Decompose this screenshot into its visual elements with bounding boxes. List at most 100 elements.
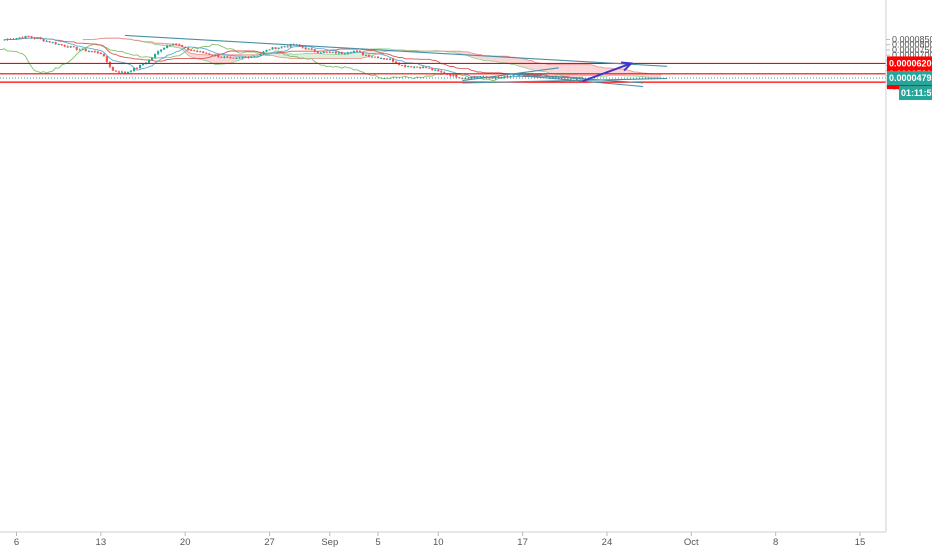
candle-body bbox=[467, 78, 470, 80]
candle-body bbox=[349, 52, 352, 54]
candle-body bbox=[39, 38, 42, 40]
cloud-segment bbox=[212, 54, 216, 65]
cloud-segment bbox=[182, 46, 186, 53]
candle-body bbox=[193, 50, 196, 52]
time-tick-label: 6 bbox=[14, 537, 19, 548]
candle-body bbox=[449, 74, 452, 76]
candle-body bbox=[163, 47, 166, 50]
candle-body bbox=[539, 74, 542, 76]
candle-body bbox=[226, 56, 229, 58]
candle-body bbox=[229, 57, 232, 59]
candle-body bbox=[431, 68, 434, 71]
cloud-segment bbox=[543, 63, 547, 72]
candle-body bbox=[27, 35, 30, 37]
candle-body bbox=[75, 47, 78, 50]
candle-body bbox=[66, 46, 69, 48]
cloud-segment bbox=[275, 53, 279, 57]
candle-body bbox=[376, 56, 380, 59]
candle-body bbox=[310, 48, 313, 50]
candle-body bbox=[404, 65, 407, 67]
cloud-segment bbox=[537, 62, 541, 72]
candle-body bbox=[244, 57, 247, 59]
candle-body bbox=[114, 70, 117, 72]
cloud-segment bbox=[552, 64, 556, 75]
candle-body bbox=[160, 49, 163, 52]
candle-body bbox=[370, 56, 374, 58]
candle-body bbox=[355, 50, 358, 52]
lagging-span bbox=[0, 43, 505, 82]
candle-body bbox=[157, 51, 160, 54]
trendlines[interactable] bbox=[124, 34, 668, 88]
cloud-segment bbox=[582, 64, 586, 76]
candle-body bbox=[512, 74, 515, 76]
candle-body bbox=[24, 35, 27, 39]
candle-body bbox=[265, 49, 268, 52]
trendline bbox=[510, 73, 644, 84]
cloud-segment bbox=[356, 51, 360, 59]
candle-body bbox=[169, 45, 172, 47]
cloud-segment bbox=[302, 53, 306, 59]
candle-body bbox=[111, 66, 114, 71]
candle-body bbox=[388, 58, 392, 60]
cloud-segment bbox=[619, 68, 623, 76]
current-price-badge-bg bbox=[887, 71, 932, 86]
candle-body bbox=[78, 49, 81, 51]
cloud-segment bbox=[507, 56, 511, 65]
cloud-segment bbox=[579, 64, 583, 76]
candle-body bbox=[196, 50, 199, 52]
candle-body bbox=[277, 47, 280, 49]
horizontal-levels[interactable] bbox=[0, 62, 886, 83]
cloud-segment bbox=[594, 65, 598, 77]
candle-body bbox=[199, 51, 202, 53]
cloud-segment bbox=[564, 64, 568, 76]
candle-body bbox=[407, 66, 410, 68]
cloud-segment bbox=[308, 53, 312, 59]
base-line bbox=[4, 37, 583, 78]
candle-body bbox=[464, 78, 467, 80]
cloud-segment bbox=[498, 56, 502, 63]
candle-body bbox=[108, 61, 111, 67]
cloud-segment bbox=[513, 57, 517, 66]
candle-body bbox=[256, 55, 259, 57]
cloud-segment bbox=[510, 57, 514, 65]
candle-body bbox=[87, 51, 90, 53]
candle-body bbox=[382, 58, 386, 60]
candle-body bbox=[72, 46, 75, 48]
candle-body bbox=[69, 46, 72, 48]
cloud-segment bbox=[573, 64, 577, 76]
candle-body bbox=[18, 37, 21, 39]
candle-body bbox=[364, 54, 368, 56]
time-tick-label: 10 bbox=[433, 537, 444, 548]
candle-body bbox=[3, 39, 6, 41]
candle-body bbox=[214, 54, 217, 56]
cloud-segment bbox=[230, 54, 234, 64]
candle-body bbox=[181, 45, 184, 47]
cloud-segment bbox=[652, 73, 656, 78]
candle-body bbox=[238, 57, 241, 59]
candle-body bbox=[235, 57, 238, 59]
candle-body bbox=[401, 65, 404, 67]
time-tick-label: 20 bbox=[180, 537, 191, 548]
candle-body bbox=[132, 67, 136, 72]
candle-body bbox=[334, 51, 337, 54]
candle-body bbox=[271, 47, 274, 50]
candle-body bbox=[138, 64, 142, 69]
candle-body bbox=[9, 38, 12, 40]
cloud-segment bbox=[576, 64, 580, 76]
candle-body bbox=[30, 36, 33, 38]
candle-body bbox=[175, 43, 178, 45]
candle-body bbox=[343, 53, 346, 55]
candle-body bbox=[93, 51, 96, 53]
candle-body bbox=[373, 56, 377, 58]
candle-body bbox=[497, 76, 500, 78]
cloud-segment bbox=[206, 54, 210, 62]
price-tick-label: 0.00008500 bbox=[892, 35, 932, 45]
price-badges: 0.000062000.000052000.000044000.00004793… bbox=[887, 56, 932, 101]
projection-arrow-group[interactable] bbox=[582, 61, 634, 83]
candle-body bbox=[316, 51, 319, 54]
candle-body bbox=[190, 49, 193, 51]
candle-body bbox=[413, 66, 416, 68]
cloud-segment bbox=[492, 55, 496, 62]
candle-body bbox=[425, 66, 428, 68]
